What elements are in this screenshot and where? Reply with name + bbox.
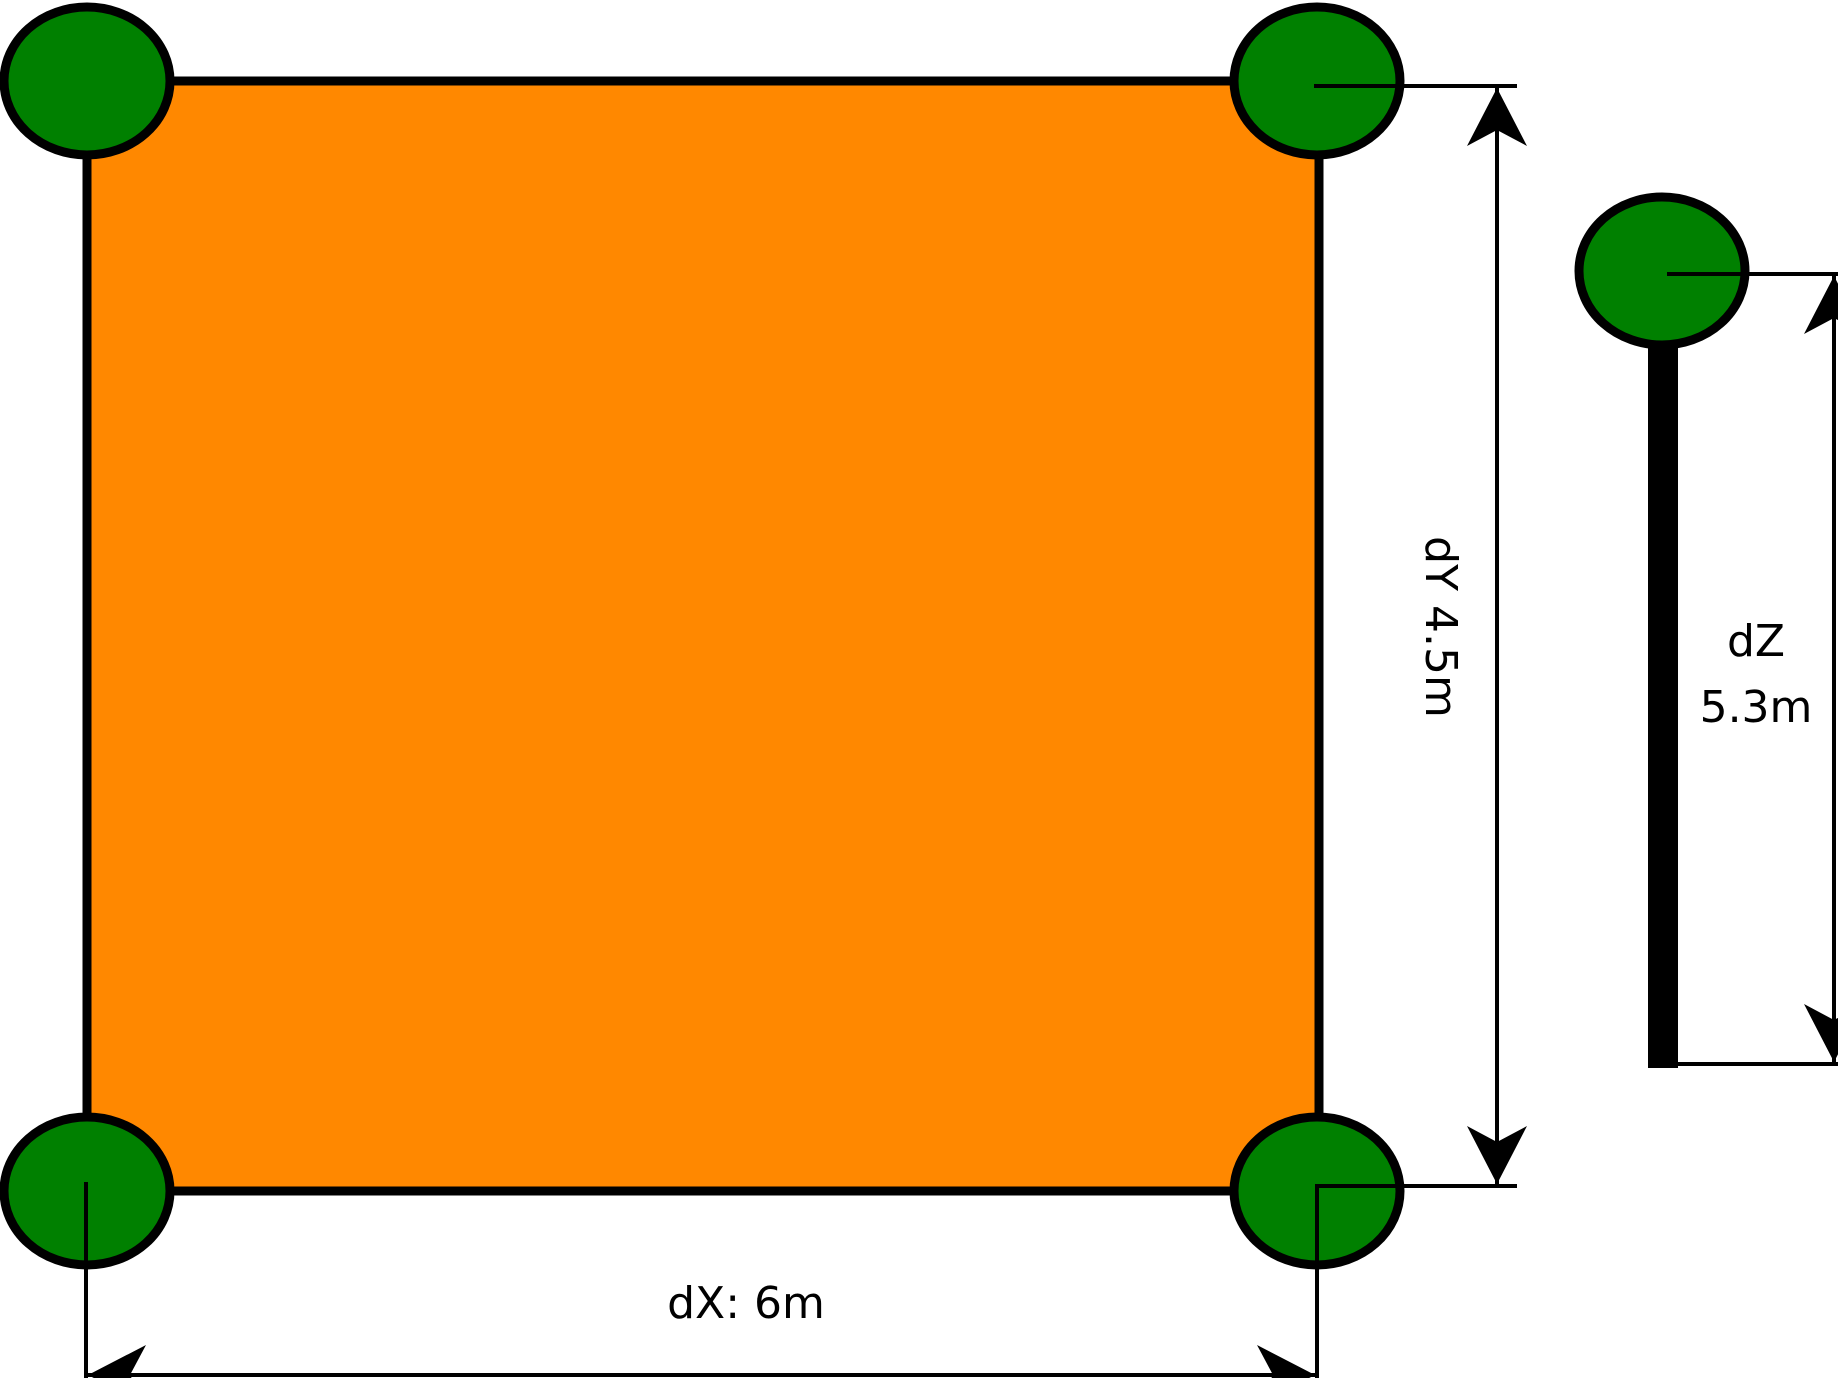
dy-label: dY 4.5m [1415, 536, 1466, 718]
dx-dimension: dX: 6m [84, 1182, 1319, 1378]
orange-plate [82, 76, 1324, 1196]
column-member [1648, 344, 1678, 1068]
dx-label: dX: 6m [667, 1278, 825, 1329]
dz-dimension: dZ 5.3m [1667, 272, 1838, 1066]
node-column-top [1574, 192, 1750, 350]
dz-label-line2: 5.3m [1700, 682, 1813, 733]
node-top-right [1229, 2, 1405, 160]
dz-label-line1: dZ [1727, 616, 1785, 667]
corner-reference [1315, 1184, 1400, 1265]
dy-dimension: dY 4.5m [1314, 84, 1527, 1188]
node-top-left [0, 2, 175, 160]
